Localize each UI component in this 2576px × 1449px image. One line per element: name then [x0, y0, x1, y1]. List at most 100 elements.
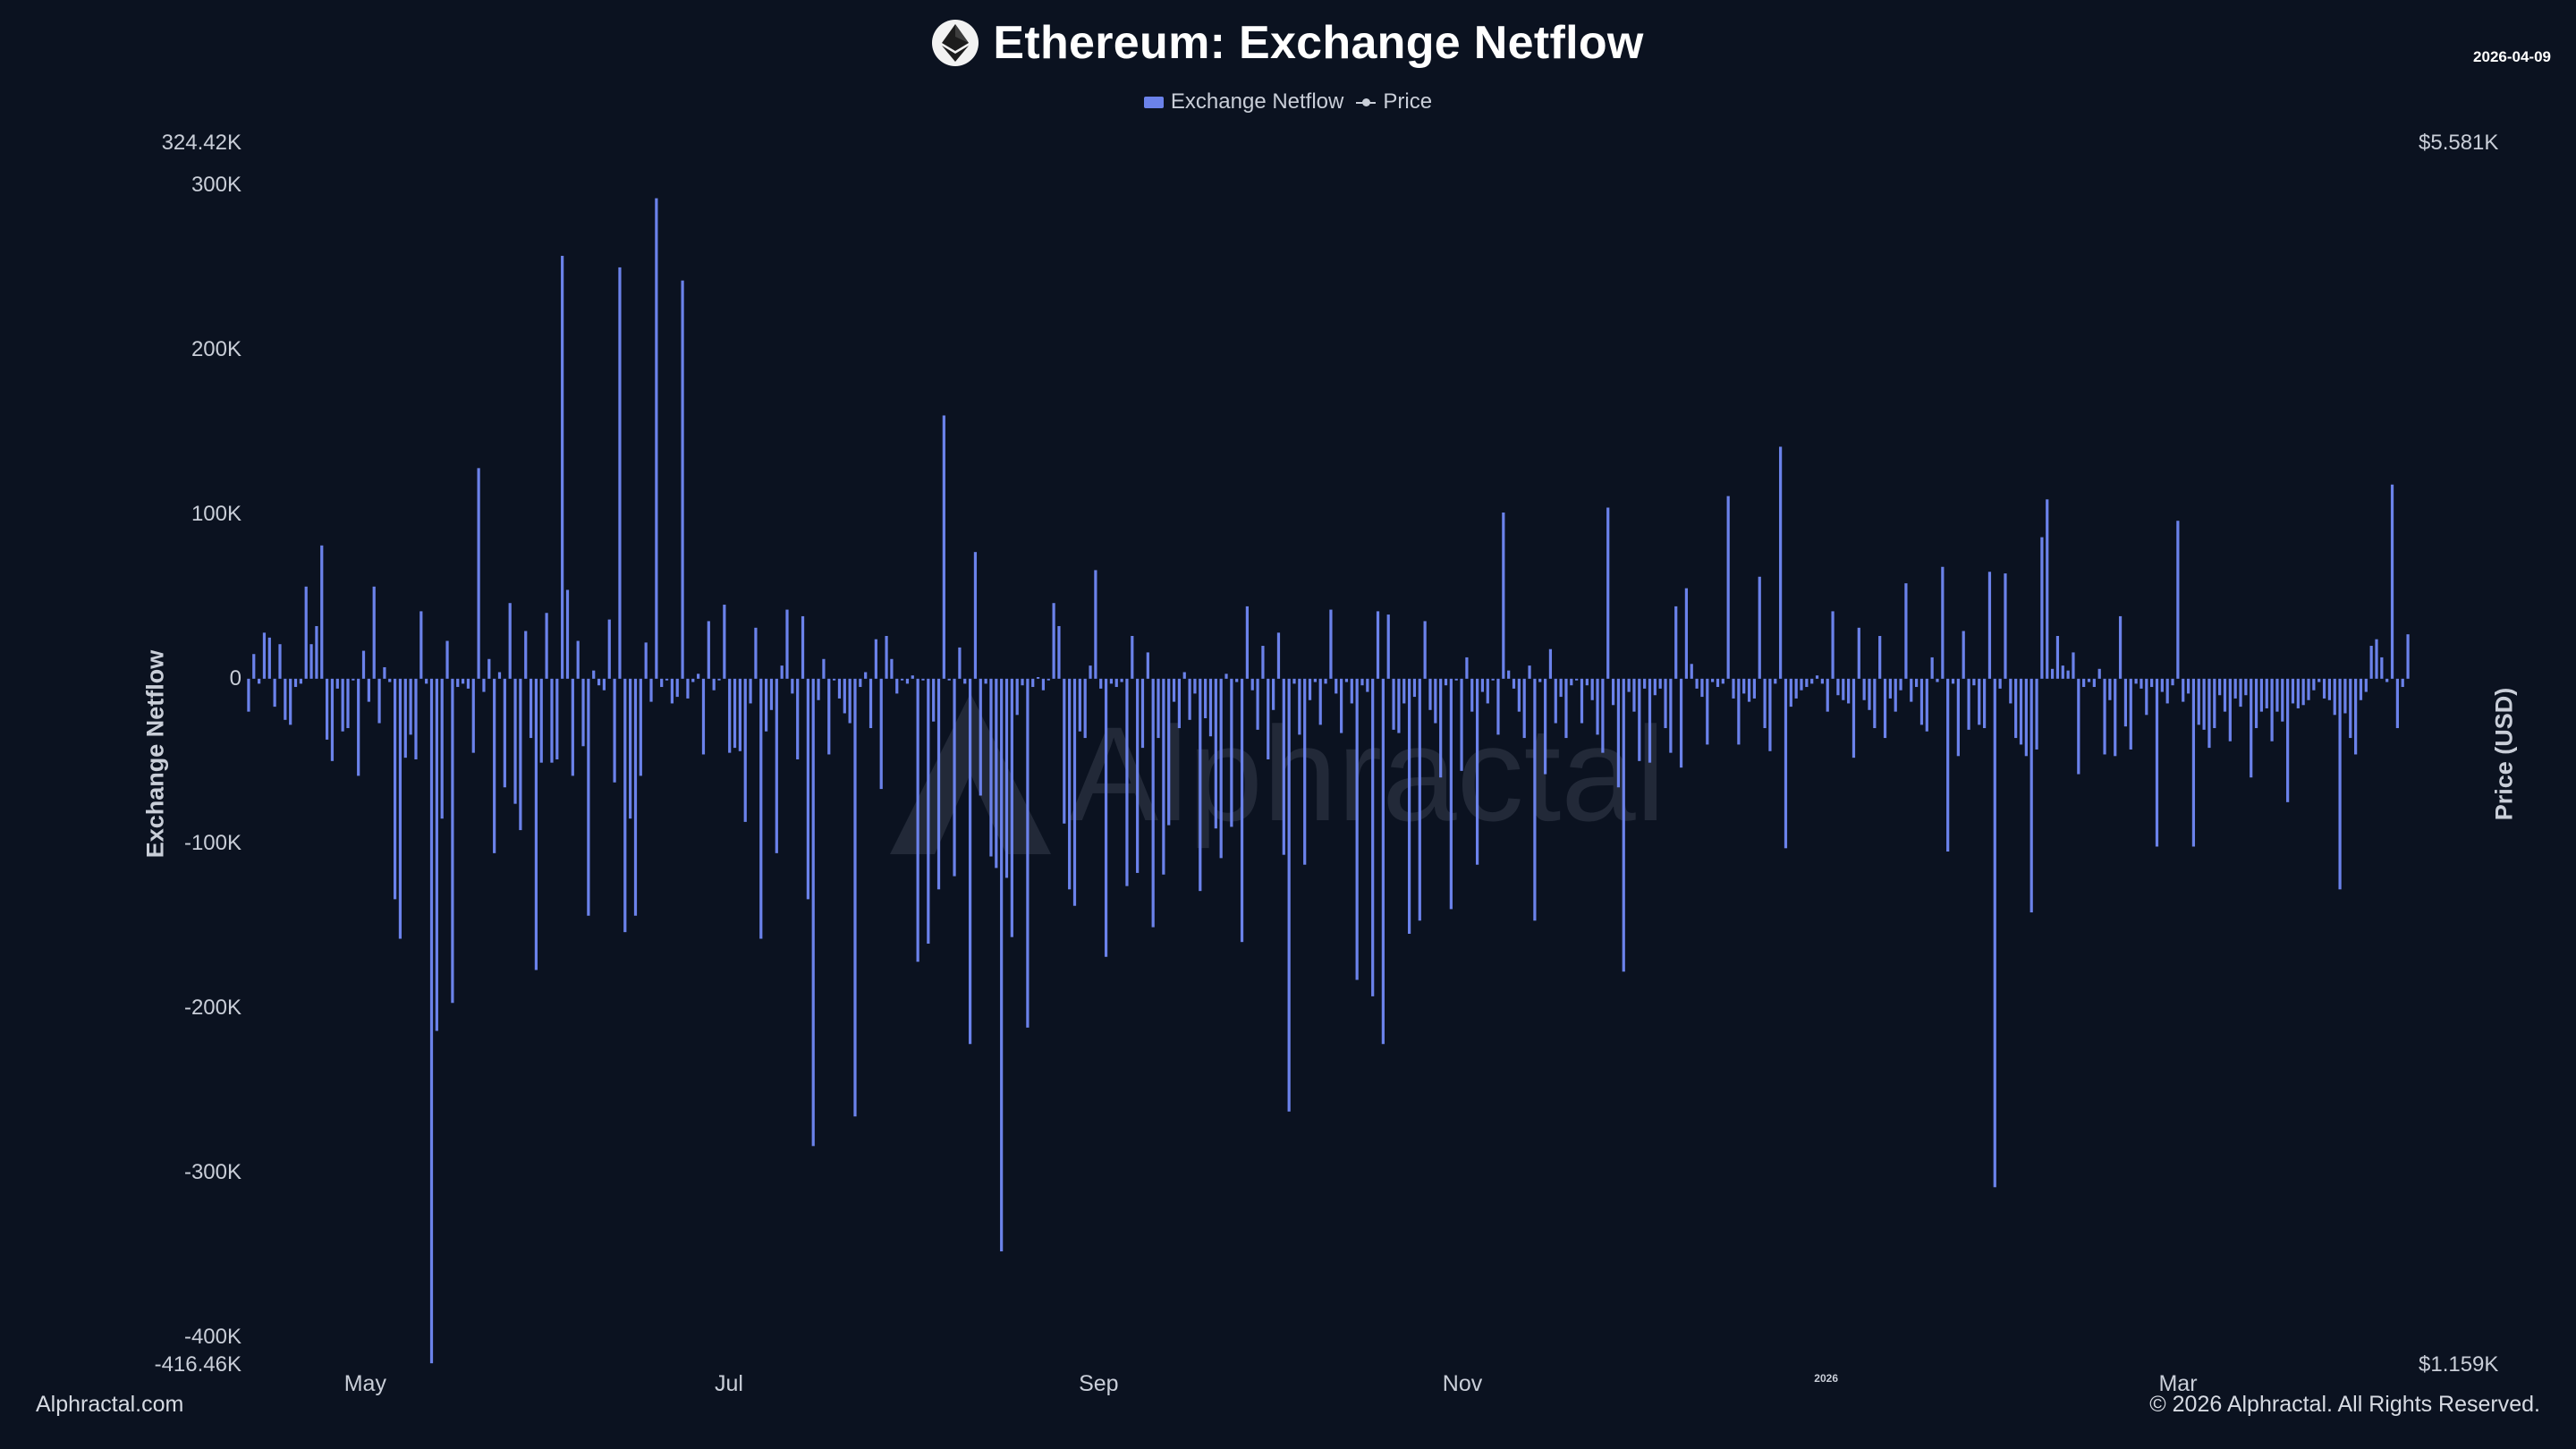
netflow-bar: [2004, 573, 2007, 679]
netflow-bar: [1590, 678, 1594, 700]
netflow-bar: [565, 589, 570, 679]
netflow-bar: [534, 678, 538, 970]
netflow-bar: [1104, 678, 1108, 957]
netflow-bar: [1805, 678, 1809, 688]
netflow-bar: [1366, 678, 1369, 692]
netflow-bar: [968, 678, 972, 1045]
netflow-bar: [1862, 678, 1866, 700]
netflow-bar: [1083, 678, 1087, 739]
netflow-bar: [2281, 678, 2284, 722]
netflow-bar: [1308, 678, 1312, 700]
netflow-bar: [1919, 678, 1924, 725]
netflow-bar: [1078, 678, 1081, 732]
y-axis-label: Exchange Netflow: [141, 649, 169, 859]
netflow-bar: [1272, 678, 1275, 710]
netflow-bar: [1298, 678, 1301, 735]
netflow-bar: [1554, 678, 1557, 724]
netflow-bar: [1172, 678, 1176, 702]
netflow-bar: [1360, 678, 1364, 686]
netflow-bar: [1627, 678, 1631, 692]
netflow-bar: [1182, 672, 1186, 679]
footer-site: Alphractal.com: [36, 1392, 184, 1417]
netflow-bar: [911, 675, 914, 679]
netflow-bar: [1199, 678, 1202, 892]
netflow-bar: [1679, 678, 1683, 768]
netflow-bar: [1057, 625, 1061, 679]
netflow-bar: [258, 678, 261, 684]
legend-item-netflow[interactable]: Exchange Netflow: [1143, 89, 1343, 114]
price-max-label: $5.581K: [2419, 131, 2499, 155]
netflow-bar: [1925, 678, 1928, 732]
netflow-bar: [1010, 678, 1013, 937]
netflow-bar: [984, 678, 987, 684]
netflow-bar: [2275, 678, 2279, 712]
netflow-bar: [2318, 678, 2321, 682]
netflow-bar: [1140, 678, 1145, 749]
netflow-bar: [451, 678, 454, 1004]
netflow-bar: [1868, 678, 1871, 710]
netflow-bar: [357, 678, 360, 776]
netflow-bar: [2364, 678, 2368, 692]
netflow-bar: [1768, 678, 1772, 751]
netflow-bar: [1355, 678, 1359, 980]
netflow-bar: [383, 666, 386, 679]
netflow-bar: [493, 678, 496, 853]
netflow-bar: [414, 678, 418, 759]
netflow-bar: [2213, 678, 2216, 729]
netflow-bar: [2369, 646, 2373, 679]
netflow-bar: [822, 658, 826, 679]
netflow-bar: [2343, 678, 2347, 714]
netflow-bar: [1669, 678, 1673, 753]
netflow-bar: [1063, 678, 1066, 824]
legend-item-price[interactable]: Price: [1356, 89, 1432, 114]
netflow-bar: [785, 609, 789, 679]
y-tick-label: -100K: [183, 830, 242, 855]
netflow-bar: [796, 678, 800, 759]
netflow-bar: [1638, 678, 1641, 761]
netflow-bar: [1428, 678, 1432, 710]
netflow-bar: [958, 647, 962, 679]
netflow-bar: [2233, 678, 2237, 699]
netflow-bar: [341, 678, 344, 732]
netflow-bar: [2171, 678, 2174, 686]
netflow-bar: [1706, 678, 1709, 745]
netflow-bar: [2009, 678, 2012, 704]
ethereum-logo-icon: [932, 20, 979, 66]
netflow-bar: [639, 678, 642, 776]
netflow-bar: [921, 678, 925, 681]
netflow-bar: [890, 658, 894, 679]
netflow-bar: [1700, 678, 1704, 698]
netflow-bar: [2191, 678, 2196, 847]
netflow-bar: [1857, 627, 1860, 679]
netflow-bar: [1643, 678, 1647, 689]
netflow-bar: [2103, 678, 2106, 755]
netflow-bar: [1648, 678, 1652, 763]
netflow-bar: [571, 678, 574, 776]
netflow-bar: [686, 678, 690, 699]
netflow-bar: [979, 678, 982, 796]
netflow-bar: [2286, 678, 2290, 802]
netflow-bar: [440, 678, 444, 819]
netflow-bar: [1208, 678, 1213, 737]
y-min-label: -416.46K: [154, 1352, 242, 1377]
netflow-bar: [1815, 675, 1819, 679]
netflow-bar: [1193, 678, 1197, 694]
y-tick-label: -400K: [183, 1324, 242, 1349]
footer-copyright: © 2026 Alphractal. All Rights Reserved.: [2149, 1392, 2540, 1417]
netflow-bar: [2077, 678, 2080, 775]
netflow-bar: [2019, 678, 2023, 745]
netflow-bar: [1267, 678, 1270, 759]
netflow-bar: [2380, 657, 2384, 679]
netflow-bar: [2349, 678, 2352, 739]
netflow-bar: [1842, 678, 1845, 700]
netflow-bar: [1350, 678, 1353, 704]
netflow-bar: [864, 672, 868, 679]
netflow-bar: [953, 678, 956, 877]
netflow-bar: [508, 603, 512, 679]
netflow-bar: [1784, 678, 1788, 849]
netflow-bar: [2250, 678, 2253, 778]
chart-header: Ethereum: Exchange Netflow: [0, 16, 2576, 70]
netflow-bar: [660, 678, 664, 688]
netflow-bar: [1878, 636, 1882, 679]
netflow-bar: [723, 605, 726, 679]
